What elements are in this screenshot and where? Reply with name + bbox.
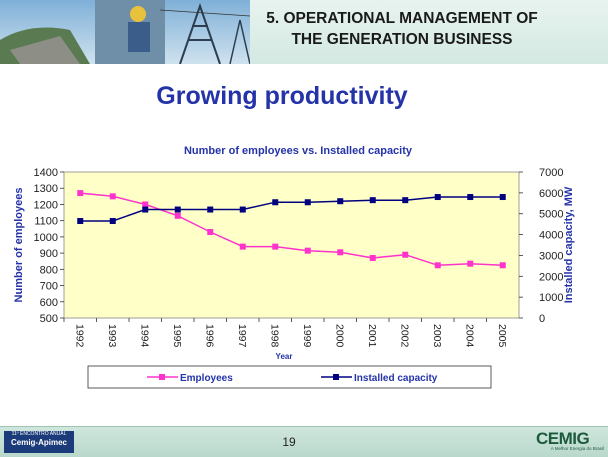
y-axis-label-right: Installed capacity, MW xyxy=(563,186,575,303)
header-photo xyxy=(0,0,250,64)
x-tick-label: 2000 xyxy=(333,324,345,348)
legend-label-capacity: Installed capacity xyxy=(354,373,438,384)
x-tick-label: 1997 xyxy=(236,324,248,348)
x-tick-label: 1992 xyxy=(73,324,85,348)
chart: Number of employees vs. Installed capaci… xyxy=(8,136,598,396)
page-number: 19 xyxy=(282,435,296,449)
x-tick-label: 1993 xyxy=(106,324,118,348)
data-point-employees xyxy=(77,190,84,197)
data-point-employees xyxy=(337,249,344,256)
y-axis-label-left: Number of employees xyxy=(13,188,25,303)
brand-tagline: A Melhor Energia do Brasil xyxy=(550,446,604,451)
x-tick-label: 1996 xyxy=(203,324,215,348)
data-point-capacity xyxy=(369,197,376,204)
data-point-employees xyxy=(369,254,376,261)
left-tick-label: 800 xyxy=(40,264,58,276)
legend-label-employees: Employees xyxy=(180,373,233,384)
data-point-employees xyxy=(174,212,181,219)
event-logo: 11º ENCONTRO ANUAL Cemig-Apimec xyxy=(4,431,74,453)
data-point-capacity xyxy=(434,194,441,201)
data-point-capacity xyxy=(142,206,149,213)
legend-marker-capacity xyxy=(333,374,339,380)
left-tick-label: 900 xyxy=(40,248,58,260)
x-tick-label: 2005 xyxy=(496,324,508,348)
x-tick-label: 1995 xyxy=(171,324,183,348)
left-tick-label: 1100 xyxy=(34,216,58,228)
legend-marker-employees xyxy=(159,374,165,380)
x-tick-label: 1994 xyxy=(138,324,150,348)
left-tick-label: 500 xyxy=(40,313,58,325)
data-point-capacity xyxy=(499,194,506,201)
left-tick-label: 1400 xyxy=(34,167,58,179)
right-tick-label: 4000 xyxy=(539,230,563,242)
section-title-line2: THE GENERATION BUSINESS xyxy=(291,31,513,48)
data-point-employees xyxy=(142,201,149,208)
data-point-capacity xyxy=(77,218,84,225)
section-title: 5. OPERATIONAL MANAGEMENT OF THE GENERAT… xyxy=(252,8,552,50)
right-tick-label: 7000 xyxy=(539,167,563,179)
series-line-employees xyxy=(80,192,503,267)
data-point-employees xyxy=(434,262,441,269)
data-point-capacity xyxy=(109,218,116,225)
left-tick-label: 1000 xyxy=(34,232,58,244)
data-point-employees xyxy=(402,251,409,258)
event-small-text: 11º ENCONTRO ANUAL xyxy=(11,431,67,437)
data-point-capacity xyxy=(174,206,181,213)
x-tick-label: 2004 xyxy=(463,324,475,348)
right-axis: 0 1000 2000 3000 4000 5000 6000 7000 xyxy=(519,167,563,325)
right-tick-label: 2000 xyxy=(539,271,563,283)
right-tick-label: 1000 xyxy=(539,292,563,304)
data-point-employees xyxy=(109,193,116,200)
x-tick-label: 2002 xyxy=(398,324,410,348)
data-point-capacity xyxy=(304,199,311,206)
legend: Employees Installed capacity xyxy=(87,365,492,389)
data-point-capacity xyxy=(239,206,246,213)
data-point-capacity xyxy=(207,206,214,213)
x-tick-label: 1999 xyxy=(301,324,313,348)
series-group xyxy=(77,190,506,269)
data-point-employees xyxy=(272,243,279,250)
data-point-capacity xyxy=(337,198,344,205)
section-title-line1: 5. OPERATIONAL MANAGEMENT OF xyxy=(266,10,538,27)
data-point-capacity xyxy=(467,194,474,201)
footer: 11º ENCONTRO ANUAL Cemig-Apimec 19 CEMIG… xyxy=(0,426,608,457)
left-axis: 500 600 700 800 900 1000 1100 1200 1300 1400 xyxy=(34,167,64,325)
data-point-employees xyxy=(467,260,474,267)
right-tick-label: 5000 xyxy=(539,209,563,221)
data-point-capacity xyxy=(402,197,409,204)
x-axis: 1992 1993 1994 1995 1996 1997 1998 1999 2000 2001… xyxy=(63,318,508,348)
header-banner: 5. OPERATIONAL MANAGEMENT OF THE GENERAT… xyxy=(0,0,608,64)
slide-title: Growing productivity xyxy=(156,82,408,110)
data-point-employees xyxy=(207,229,214,236)
left-tick-label: 1300 xyxy=(34,183,58,195)
right-tick-label: 6000 xyxy=(539,188,563,200)
cemig-logo: CEMIG A Melhor Energia do Brasil xyxy=(536,429,604,455)
data-point-employees xyxy=(499,262,506,269)
chart-title: Number of employees vs. Installed capaci… xyxy=(184,145,413,157)
right-tick-label: 0 xyxy=(539,313,545,325)
chart-svg: Number of employees vs. Installed capaci… xyxy=(13,145,575,389)
data-point-employees xyxy=(239,243,246,250)
x-tick-label: 1998 xyxy=(268,324,280,348)
left-tick-label: 600 xyxy=(40,297,58,309)
plot-area xyxy=(63,171,520,319)
left-tick-label: 700 xyxy=(40,281,58,293)
brand-name: CEMIG xyxy=(536,429,590,448)
event-name: Cemig-Apimec xyxy=(10,438,67,447)
series-line-capacity xyxy=(80,196,503,222)
left-tick-label: 1200 xyxy=(34,199,58,211)
right-tick-label: 3000 xyxy=(539,250,563,262)
x-axis-label: Year xyxy=(276,352,293,361)
data-point-capacity xyxy=(272,199,279,206)
x-tick-label: 2003 xyxy=(431,324,443,348)
data-point-employees xyxy=(304,247,311,254)
x-tick-label: 2001 xyxy=(366,324,378,348)
